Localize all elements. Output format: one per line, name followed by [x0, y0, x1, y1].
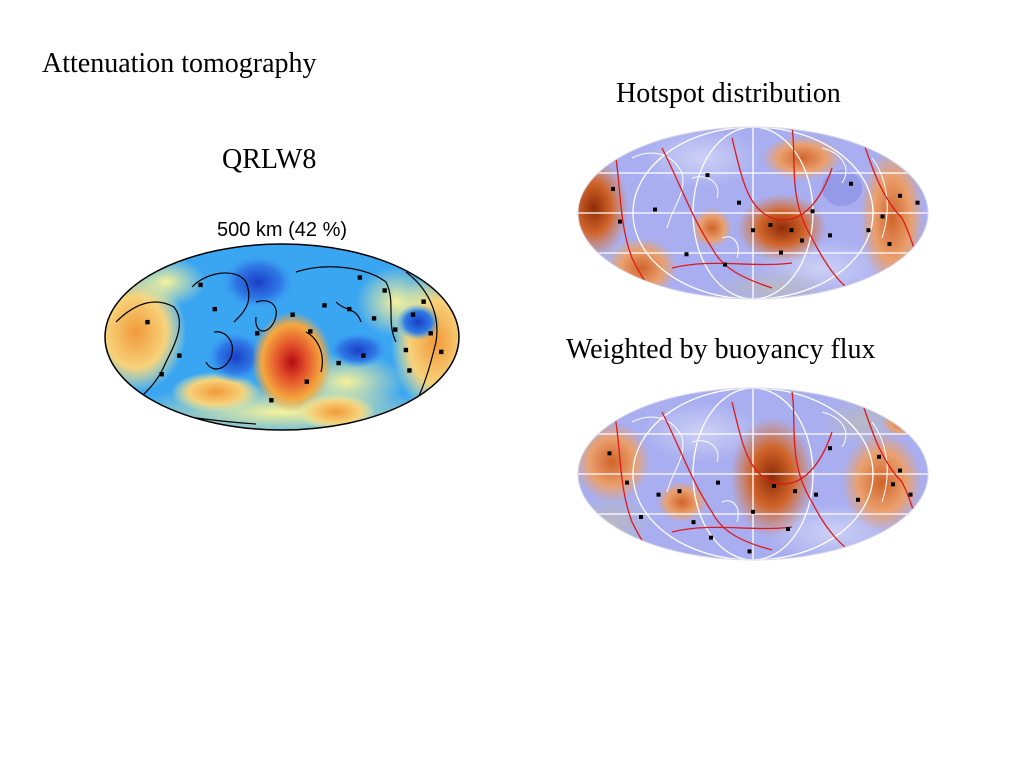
hotspot-marker: [898, 468, 902, 473]
hotspot-marker: [779, 250, 783, 255]
attenuation-field: [105, 244, 459, 430]
hotspot-marker: [322, 303, 327, 308]
hotspot-marker: [159, 372, 164, 377]
hotspot-marker: [336, 360, 341, 366]
hotspot-marker: [618, 219, 622, 224]
hotspot-marker: [308, 329, 313, 334]
hotspot-marker: [814, 492, 818, 497]
hotspot-marker: [856, 497, 860, 502]
hotspot-marker: [684, 252, 689, 257]
hotspot-marker: [361, 353, 366, 358]
hotspot-marker: [393, 327, 398, 332]
hotspot-marker: [716, 480, 720, 485]
hotspot-marker: [915, 200, 920, 205]
hotspot-marker: [177, 353, 182, 358]
hotspot-marker: [407, 368, 412, 373]
map-depth-label: 500 km (42 %): [217, 219, 347, 241]
hotspot-marker: [898, 193, 902, 198]
hotspot-marker: [866, 228, 871, 233]
hotspot-marker: [737, 200, 741, 205]
hotspot-marker: [439, 349, 444, 355]
hotspot-marker: [880, 214, 885, 219]
hotspot-marker: [269, 398, 274, 403]
hotspot-marker: [828, 446, 832, 451]
hotspot-marker: [747, 549, 752, 554]
hotspot-marker: [357, 275, 363, 280]
hotspot-distribution-map: [577, 126, 929, 300]
hotspot-marker: [371, 316, 377, 321]
hotspot-marker: [382, 288, 387, 293]
hotspot-marker: [800, 238, 804, 243]
hotspot-marker: [789, 228, 794, 233]
caption-hotspot-distribution: Hotspot distribution: [616, 78, 841, 109]
hotspot-marker: [145, 319, 150, 325]
hotspot-marker: [849, 181, 853, 186]
hotspot-marker: [723, 262, 727, 267]
hotspot-marker: [786, 527, 790, 532]
hotspot-marker: [751, 509, 755, 514]
hotspot-marker: [891, 482, 895, 487]
hotspot-marker: [709, 535, 713, 540]
hotspot-marker: [751, 228, 755, 233]
hotspot-marker: [403, 347, 409, 353]
hotspot-marker: [290, 312, 295, 317]
hotspot-marker: [639, 515, 643, 519]
hotspot-marker: [611, 186, 615, 191]
hotspot-marker: [810, 209, 815, 214]
model-caption-qrlw8: QRLW8: [222, 144, 317, 175]
hotspot-marker: [877, 454, 881, 459]
hotspot-marker: [421, 299, 426, 304]
hotspot-marker: [625, 480, 629, 485]
hotspot-marker: [677, 489, 682, 494]
hotspot-marker: [887, 241, 892, 246]
hotspot-markers: [611, 173, 920, 267]
hotspot-marker: [304, 379, 309, 384]
hotspot-marker: [347, 306, 352, 312]
hotspot-marker: [908, 492, 913, 497]
hotspot-marker: [198, 282, 203, 288]
hotspot-marker: [691, 520, 696, 525]
hotspot-markers: [145, 275, 444, 403]
hotspot-marker: [828, 233, 832, 238]
hotspot-marker: [410, 312, 416, 317]
attenuation-map: 500 km (42 %): [104, 219, 460, 431]
hotspot-marker: [653, 207, 657, 212]
hotspot-marker: [255, 331, 260, 336]
slide-title: Attenuation tomography: [42, 48, 317, 79]
hotspot-markers: [607, 446, 913, 554]
hotspot-marker: [705, 173, 710, 178]
buoyancy-weighted-map: [577, 387, 929, 561]
hotspot-marker: [212, 306, 217, 312]
hotspot-marker: [793, 489, 797, 494]
hotspot-marker: [656, 492, 661, 497]
hotspot-marker: [772, 484, 776, 489]
caption-weighted-buoyancy-flux: Weighted by buoyancy flux: [566, 334, 876, 365]
hotspot-marker: [768, 223, 773, 228]
hotspot-marker: [607, 451, 612, 456]
hotspot-marker: [428, 331, 433, 336]
